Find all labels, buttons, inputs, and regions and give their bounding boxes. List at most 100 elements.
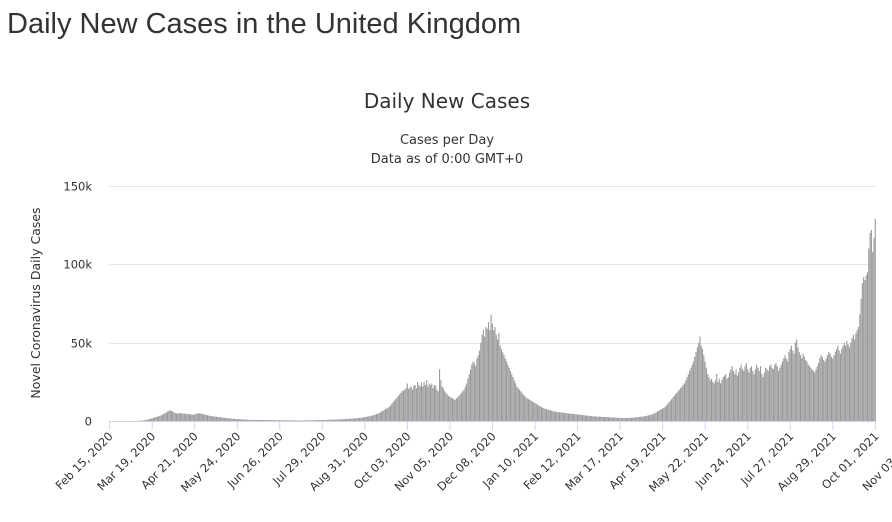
bar [426,380,428,421]
bar [393,400,395,421]
bar [497,339,499,421]
bar [380,411,383,421]
bar [346,418,348,421]
bar [428,383,430,421]
bar [647,415,649,421]
bar [457,397,459,421]
bar [652,413,655,421]
bar [359,417,361,421]
bar [498,333,500,421]
bar [798,352,800,421]
grid-lines [109,186,876,344]
bar [758,370,760,421]
bar [727,377,729,421]
bar [506,361,508,421]
bar [743,370,745,421]
bar [259,420,261,421]
bar [231,418,233,421]
bar [526,398,528,421]
bar [836,348,838,421]
bar [866,272,869,421]
bar [476,358,478,421]
bar [333,419,335,421]
bar [157,416,160,421]
bar [808,366,811,421]
bar [188,414,191,421]
bar [471,364,473,421]
bar [631,417,633,421]
bar [290,420,292,421]
bar [177,413,179,421]
bar [515,383,517,421]
bar [814,372,816,421]
bar [673,395,675,421]
bar [490,314,492,421]
bar [778,370,780,421]
bar [549,410,551,421]
bar [709,380,711,421]
bar [522,394,524,421]
bar [667,403,669,421]
bar [841,348,843,421]
bar [477,355,479,421]
bar [623,417,625,421]
bar [361,417,363,421]
bar [391,403,393,421]
bar [614,417,616,421]
bar [392,402,394,421]
bar [700,345,702,421]
bar [508,367,510,421]
bar [536,404,539,421]
bar [580,414,582,421]
bar [215,416,218,421]
bar [602,416,604,421]
bar [574,414,576,421]
bar [154,417,156,421]
bar [817,363,820,421]
bar [575,414,577,421]
bar [615,417,617,421]
bar [851,337,853,421]
bar [234,418,236,421]
bar [317,420,319,421]
bar [566,413,568,421]
bar [694,356,696,421]
bar [807,364,809,421]
bar [209,415,211,421]
bar [524,395,526,421]
bar [254,419,256,421]
bar [455,398,457,421]
bar [267,420,269,421]
bar [555,411,557,421]
bar [561,412,563,421]
bar [221,417,223,421]
bar [165,412,167,421]
bar [159,415,161,421]
bar [596,416,598,421]
bar [540,406,542,421]
bar [429,384,432,421]
bar [286,420,288,421]
bar [454,399,456,421]
bar [676,392,678,421]
bar [315,420,317,421]
bar [750,366,753,421]
bar [219,417,221,421]
bar [449,396,451,421]
chart-subtitle-line-1: Cases per Day [400,133,494,148]
bar [240,419,242,421]
bar [852,334,854,421]
bar [205,414,207,421]
bar [390,405,392,421]
bar [463,389,465,421]
bar [565,413,567,421]
bar [491,323,493,421]
bar [788,352,790,421]
bar [239,419,241,421]
bar [607,417,609,421]
bar [618,417,620,421]
bar [208,415,210,421]
bar [770,364,772,421]
bar [485,327,487,421]
bar [163,413,165,421]
